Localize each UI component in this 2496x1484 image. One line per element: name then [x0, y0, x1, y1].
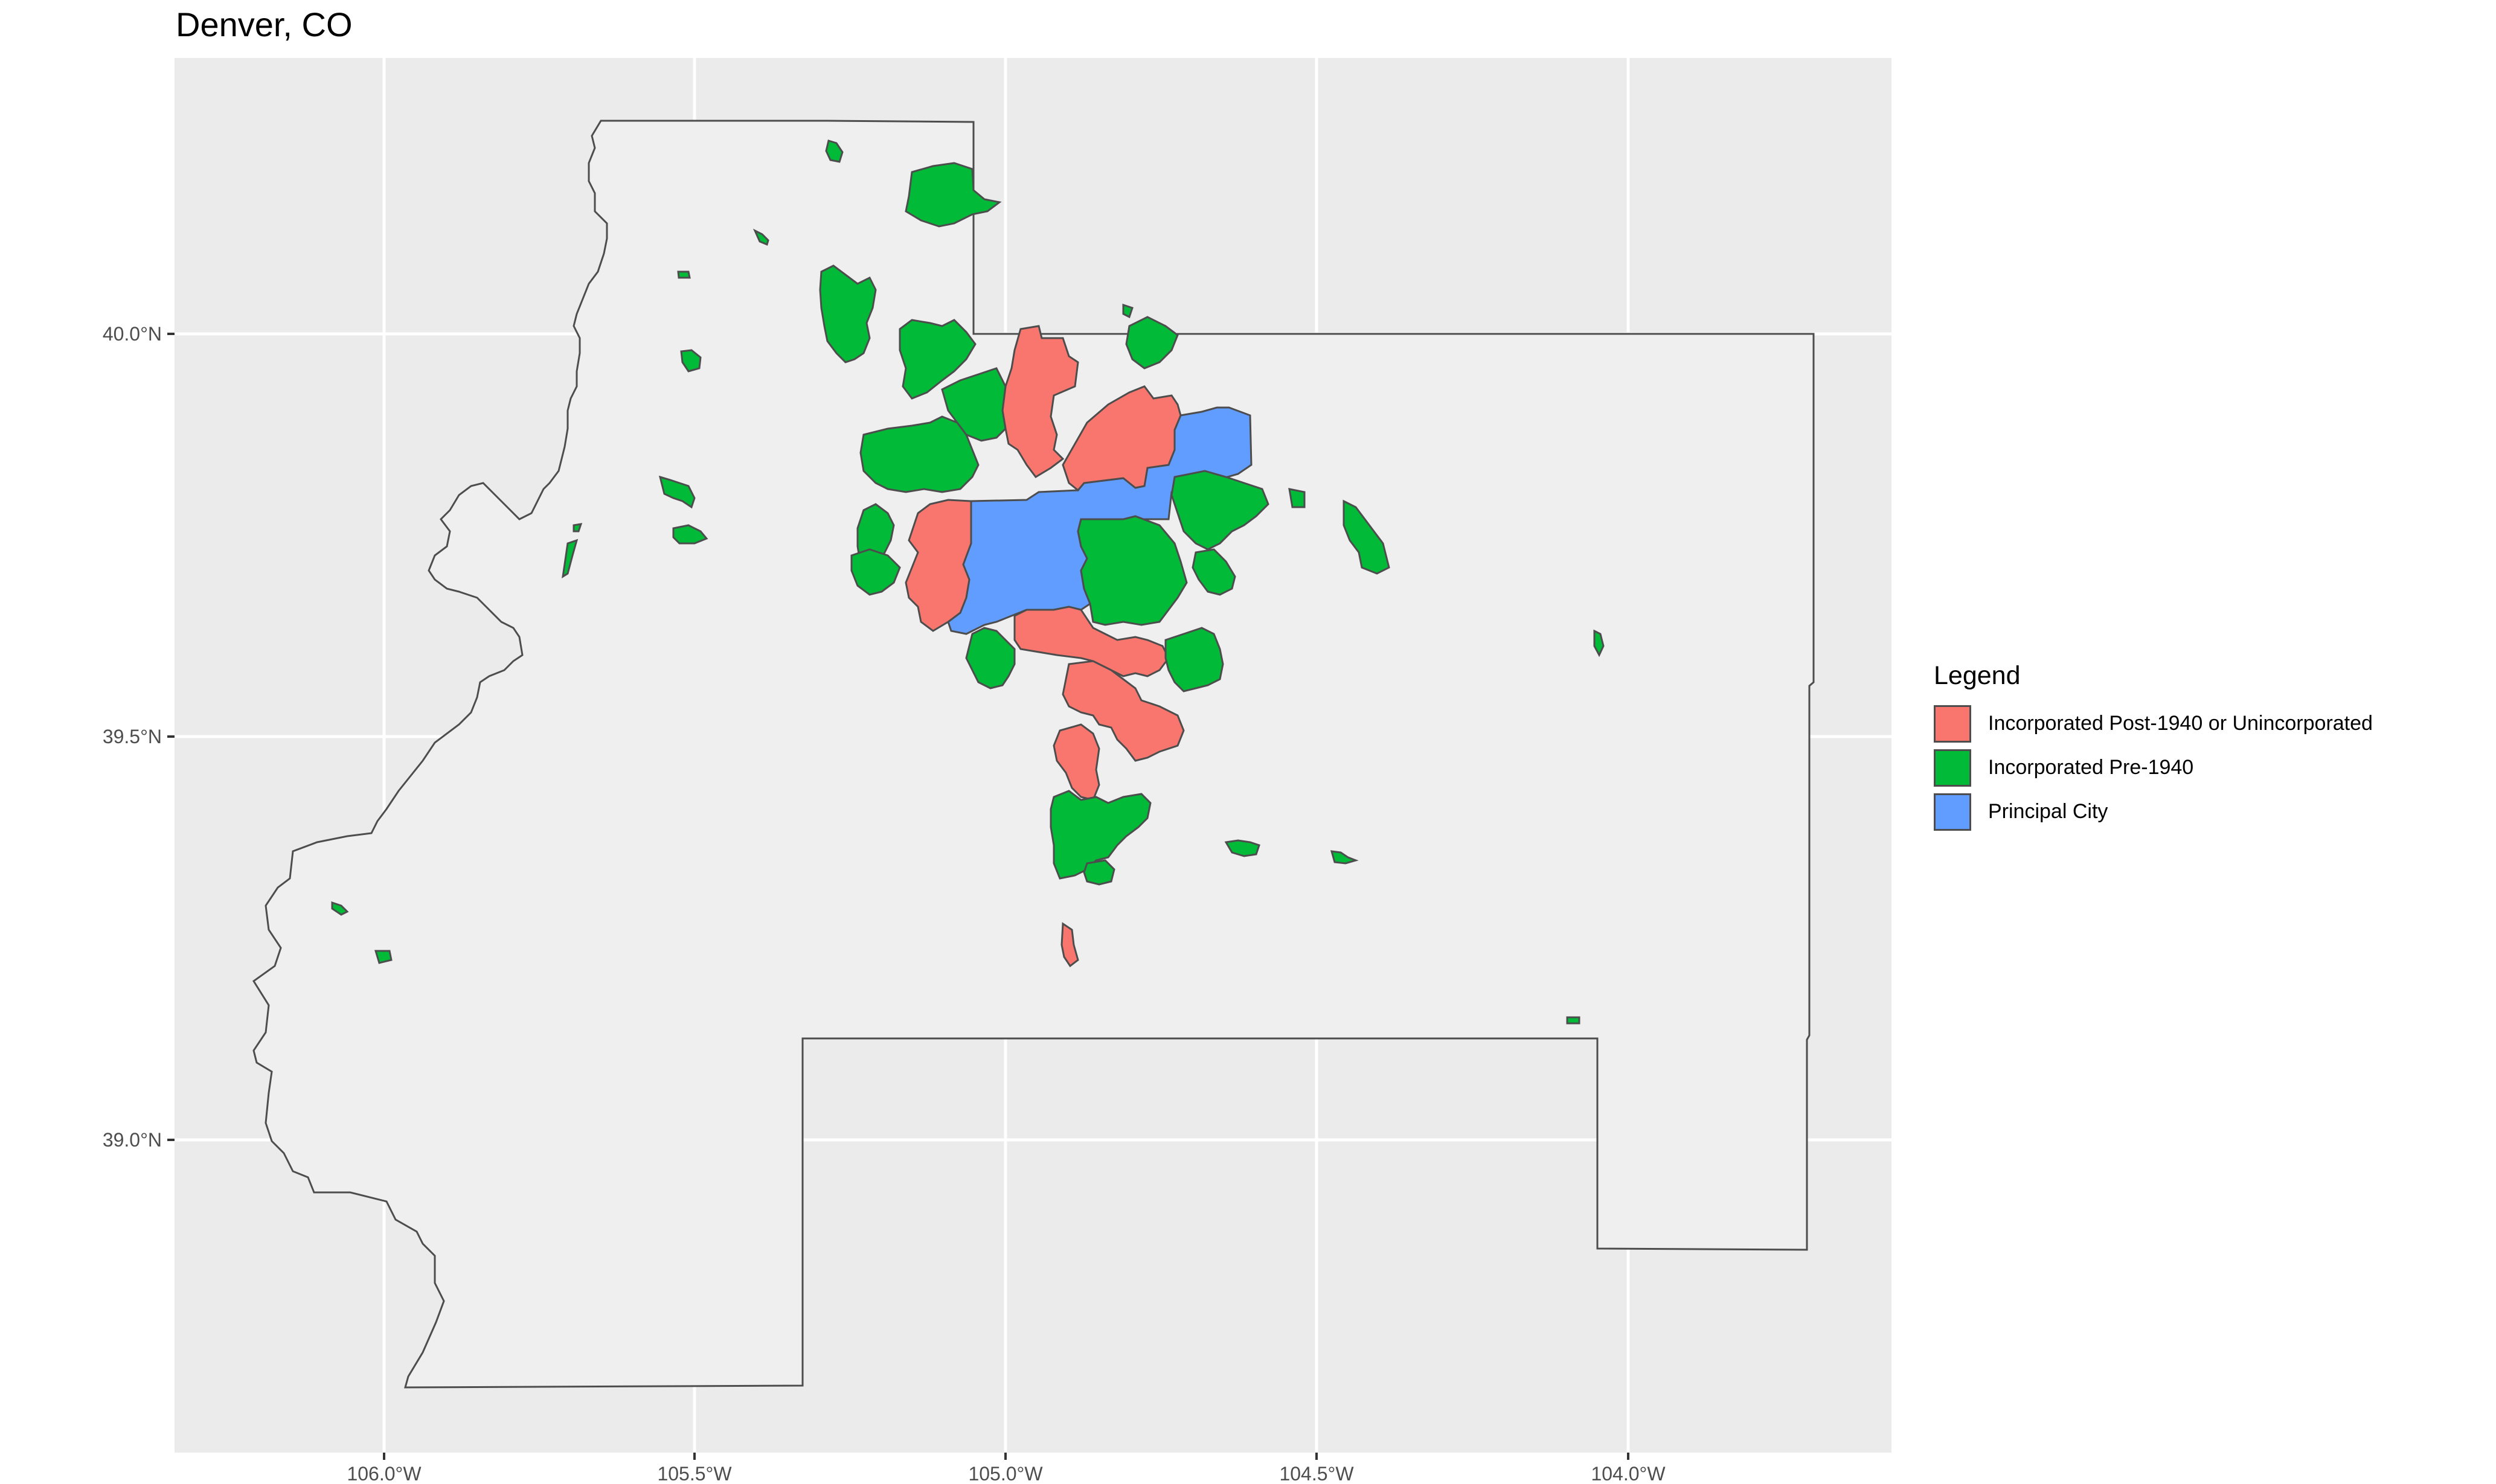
- x-tick-label-104: 104.0°W: [1591, 1463, 1666, 1484]
- red-north-thornton: [1062, 385, 1182, 492]
- green-bennett: [1343, 499, 1390, 575]
- green-idaho-springs: [658, 475, 696, 509]
- green-westminster: [941, 367, 1007, 442]
- green-longmont: [905, 162, 1002, 228]
- map-title: Denver, CO: [176, 5, 353, 43]
- green-simla: [1566, 1016, 1580, 1025]
- green-brighton: [1125, 316, 1179, 369]
- y-tick-label-40: 40.0°N: [103, 323, 162, 345]
- legend-label-pre-1940: Incorporated Pre-1940: [1988, 756, 2194, 779]
- green-lyons: [825, 139, 844, 163]
- green-englewood: [965, 627, 1016, 689]
- legend-label-post-1940: Incorporated Post-1940 or Unincorporated: [1988, 712, 2373, 735]
- green-boulder: [819, 264, 877, 363]
- legend-item-post-1940: Incorporated Post-1940 or Unincorporated: [1934, 702, 2373, 746]
- legend-swatch-principal-city: [1934, 793, 1971, 831]
- axis-ticks: [167, 333, 1629, 1460]
- green-east-strip: [1192, 548, 1236, 596]
- green-strip-west: [562, 539, 579, 578]
- x-tick-labels: 106.0°W 105.5°W 105.0°W 104.5°W 104.0°W: [347, 1463, 1666, 1484]
- y-tick-label-39-5: 39.5°N: [103, 726, 162, 747]
- green-kiowa: [1330, 850, 1359, 865]
- x-tick-label-106: 106.0°W: [347, 1463, 422, 1484]
- green-parker: [1050, 790, 1152, 880]
- green-parker-south: [1083, 859, 1115, 886]
- green-lakewood-west: [850, 548, 901, 596]
- pre-1940-areas: [331, 139, 1605, 1025]
- metro-region-outline: [252, 120, 1815, 1389]
- green-centennial: [1164, 627, 1224, 692]
- green-georgetown: [573, 523, 583, 533]
- green-byers: [1593, 629, 1605, 657]
- x-tick-label-104-5: 104.5°W: [1279, 1463, 1354, 1484]
- x-tick-label-105: 105.0°W: [968, 1463, 1043, 1484]
- green-broomfield: [899, 319, 977, 400]
- green-elizabeth: [1224, 839, 1260, 857]
- legend-swatch-pre-1940: [1934, 749, 1971, 787]
- green-east-aurora: [1170, 470, 1269, 551]
- green-central-city: [680, 349, 702, 373]
- green-aurora: [1077, 515, 1188, 626]
- y-tick-labels: 40.0°N 39.5°N 39.0°N: [103, 323, 162, 1151]
- red-south-littleton: [1013, 606, 1170, 677]
- legend: Legend Incorporated Post-1940 or Unincor…: [1934, 661, 2373, 834]
- legend-swatch-post-1940: [1934, 705, 1971, 743]
- red-south-highlands-ranch: [1062, 660, 1185, 762]
- green-arvada: [859, 415, 980, 493]
- green-tiny-north: [1122, 303, 1134, 319]
- red-west-suburbs: [905, 499, 972, 632]
- green-east-patch: [1288, 488, 1306, 508]
- legend-label-principal-city: Principal City: [1988, 800, 2108, 823]
- green-evergreen: [672, 524, 708, 545]
- x-tick-label-105-5: 105.5°W: [657, 1463, 732, 1484]
- legend-title: Legend: [1934, 661, 2021, 690]
- y-tick-label-39: 39.0°N: [103, 1129, 162, 1151]
- green-fairplay: [374, 950, 393, 964]
- red-south-patch: [1060, 922, 1079, 968]
- legend-item-pre-1940: Incorporated Pre-1940: [1934, 746, 2373, 790]
- green-ward: [677, 270, 691, 279]
- green-bailey: [331, 901, 349, 916]
- legend-item-principal-city: Principal City: [1934, 790, 2373, 834]
- green-nederland: [752, 228, 769, 246]
